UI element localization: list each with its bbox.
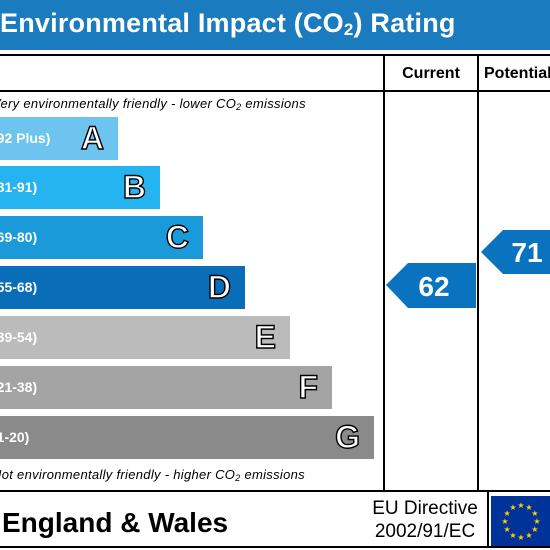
band-d-letter: D: [207, 268, 232, 305]
band-c-range: (69-80): [0, 229, 38, 245]
column-divider-current: [383, 54, 385, 492]
frame-mid-line: [0, 490, 550, 492]
band-b-letter: B: [122, 168, 147, 205]
title-suffix: ) Rating: [353, 8, 456, 38]
directive-line-2: 2002/91/EC: [374, 521, 476, 542]
title-prefix: Environmental Impact (CO: [0, 8, 344, 38]
band-b-range: (81-91): [0, 179, 38, 195]
note-bottom-text: Not environmentally friendly - higher CO: [0, 467, 236, 482]
band-e: (39-54) E: [0, 316, 290, 359]
band-f: (21-38) F: [0, 366, 332, 409]
potential-rating-arrow: 71: [481, 230, 550, 274]
eu-star-icon: ★: [531, 509, 538, 518]
note-bottom-sub: 2: [235, 473, 241, 483]
note-top-text: Very environmentally friendly - lower CO: [0, 96, 237, 111]
band-a-range: (92 Plus): [0, 130, 51, 146]
frame-top-line: [0, 54, 550, 56]
eu-flag-icon: ★ ★★★★★★★★★★★: [491, 496, 550, 546]
potential-rating-value: 71: [511, 237, 542, 268]
eu-star-icon: ★: [531, 525, 538, 534]
page-title: Environmental Impact (CO2) Rating: [0, 8, 456, 40]
band-f-range: (21-38): [0, 379, 38, 395]
eu-star-icon: ★: [525, 503, 532, 512]
eu-star-icon: ★: [509, 503, 516, 512]
country-label: England & Wales: [2, 507, 229, 538]
eu-star-icon: ★: [504, 525, 511, 534]
band-b: (81-91) B: [0, 166, 160, 209]
current-rating-arrow: 62: [386, 263, 476, 308]
band-a-letter: A: [80, 119, 105, 156]
title-subscript: 2: [343, 20, 354, 39]
note-top-suffix: emissions: [241, 96, 306, 111]
note-bottom-suffix: emissions: [240, 467, 305, 482]
footer-divider: [487, 490, 489, 548]
band-d: (55-68) D: [0, 266, 245, 309]
header-divider-line: [0, 90, 550, 92]
band-f-letter: F: [298, 368, 319, 405]
band-c: (69-80) C: [0, 216, 203, 259]
current-rating-value: 62: [418, 271, 449, 302]
band-e-letter: E: [254, 318, 277, 355]
frame-bottom-line: [0, 546, 550, 548]
band-g: (1-20) G: [0, 416, 374, 459]
column-divider-potential: [477, 54, 479, 492]
title-bar: Environmental Impact (CO2) Rating: [0, 0, 550, 50]
potential-column-header: Potential: [484, 65, 550, 82]
eu-star-icon: ★: [504, 509, 511, 518]
note-top-sub: 2: [236, 102, 242, 112]
eu-directive-label: EU Directive 2002/91/EC: [363, 497, 487, 543]
eu-star-icon: ★: [517, 501, 524, 510]
eu-star-icon: ★: [501, 517, 508, 526]
current-column-header: Current: [402, 65, 460, 82]
eu-star-icon: ★: [517, 533, 524, 542]
note-top: Very environmentally friendly - lower CO…: [0, 96, 384, 112]
band-e-range: (39-54): [0, 329, 38, 345]
note-bottom: Not environmentally friendly - higher CO…: [0, 467, 384, 483]
band-d-range: (55-68): [0, 279, 38, 295]
band-g-letter: G: [334, 418, 360, 455]
eu-star-icon: ★: [509, 531, 516, 540]
directive-line-1: EU Directive: [372, 498, 478, 519]
eu-star-icon: ★: [533, 517, 540, 526]
band-a: (92 Plus) A: [0, 117, 118, 160]
band-c-letter: C: [165, 218, 190, 255]
band-g-range: (1-20): [0, 429, 30, 445]
eu-star-icon: ★: [525, 531, 532, 540]
